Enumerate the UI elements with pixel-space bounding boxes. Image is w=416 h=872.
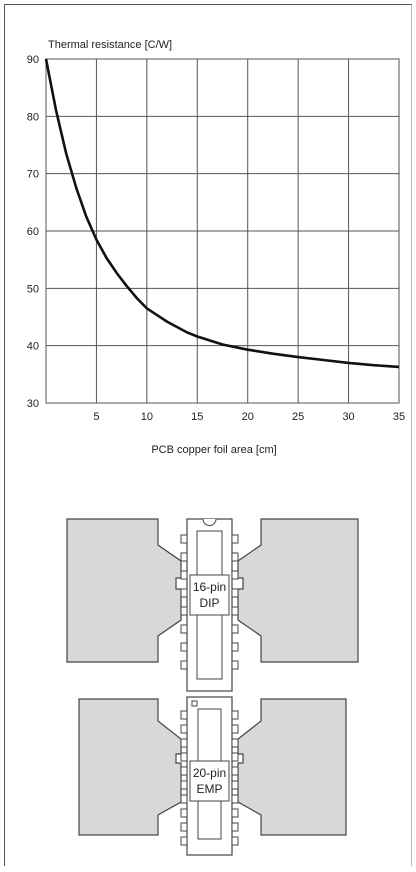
chip-pin [180,780,188,790]
chip-notch [202,518,217,526]
right-copper-pad [237,698,347,836]
chip-pin [231,570,239,580]
y-tick-label: 30 [27,398,39,410]
package-label-line1: 16-pin [193,580,226,594]
left-copper-pad [66,518,182,663]
chip-pin [180,642,188,652]
pin1-marker [191,700,198,707]
chip-pin [231,624,239,634]
y-tick-labels: 90 80 70 60 50 40 30 [27,54,39,410]
chip-pin [231,766,239,776]
y-tick-label: 60 [27,226,39,238]
package-label-line1: 20-pin [193,766,226,780]
chip-pin [180,836,188,846]
package-label-line2: EMP [196,782,222,796]
thermal-resistance-curve [44,58,400,369]
chip-pin [180,724,188,734]
package-diagram-20-pin-emp: 20-pin EMP [78,696,347,856]
thermal-resistance-chart: Thermal resistance [C/W] 90807060504030 … [27,39,405,456]
x-tick-label: 15 [191,411,203,423]
chip-pin [180,660,188,670]
chip-pin [231,588,239,598]
x-tick-label: 10 [141,411,153,423]
chip-pin [180,710,188,720]
chip-pin [180,808,188,818]
right-copper-pad [237,518,359,663]
chip-pin [231,794,239,804]
chip-pins [180,710,239,846]
y-tick-label: 90 [27,54,39,66]
chip-pin [231,606,239,616]
chip-pin [180,738,188,748]
y-tick-label: 80 [27,111,39,123]
figure-frame [4,4,412,866]
chip-pin [231,808,239,818]
package-label-line2: DIP [199,596,219,610]
chip-pin [180,534,188,544]
chip-pin [231,660,239,670]
chip-pin [231,642,239,652]
chip-pin [231,752,239,762]
chip-pin [231,534,239,544]
chip-pin [231,552,239,562]
chip-pin [231,724,239,734]
chip-pin [180,552,188,562]
chip-label-area [189,574,230,616]
chip-pin [231,738,239,748]
x-tick-label: 20 [242,411,254,423]
x-tick-label: 5 [93,411,99,423]
chip-pin [180,794,188,804]
package-diagram-16-pin-dip: 16-pin DIP [66,518,359,692]
chip-pin [180,606,188,616]
chip-label-area [189,760,230,802]
chip-pin [231,836,239,846]
chart-grid [45,58,400,404]
chip-pin [231,822,239,832]
x-tick-labels: 5 10 15 20 25 30 35 [93,411,405,423]
y-axis-label: Thermal resistance [C/W] [48,39,172,51]
x-tick-label: 35 [393,411,405,423]
chip-pin [180,766,188,776]
left-copper-pad [78,698,182,836]
y-tick-label: 40 [27,341,39,353]
chip-pin [231,780,239,790]
chip-pins [180,534,239,670]
x-tick-label: 25 [292,411,304,423]
chip-pin [180,752,188,762]
chip-pin [180,588,188,598]
x-axis-label: PCB copper foil area [cm] [151,444,276,456]
chip-pin [180,624,188,634]
chip-pin [231,710,239,720]
x-tick-label: 30 [342,411,354,423]
chip-pin [180,822,188,832]
y-tick-label: 70 [27,169,39,181]
y-tick-label: 50 [27,283,39,295]
chip-pin [180,570,188,580]
